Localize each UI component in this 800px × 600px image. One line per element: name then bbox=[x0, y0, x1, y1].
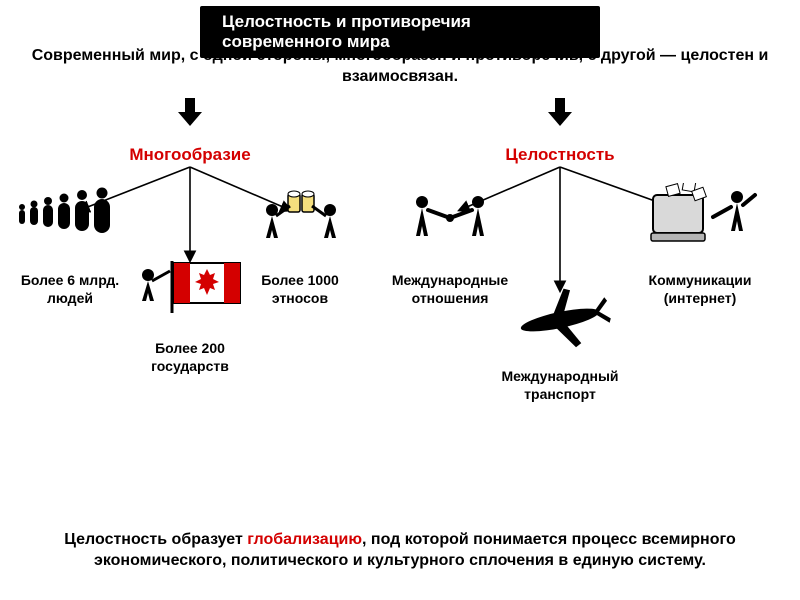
people-icon bbox=[14, 187, 114, 242]
section-label-diversity: Многообразие bbox=[110, 145, 270, 165]
node-relations-label: Международныеотношения bbox=[375, 272, 525, 307]
footer-accent: глобализацию bbox=[247, 531, 362, 548]
node-transport-label: Международныйтранспорт bbox=[480, 368, 640, 403]
node-people-label: Более 6 млрд.людей bbox=[10, 272, 130, 307]
node-comms-label: Коммуникации(интернет) bbox=[625, 272, 775, 307]
node-states-label: Более 200государств bbox=[120, 340, 260, 375]
computer-icon bbox=[635, 183, 765, 258]
section-label-integrity: Целостность bbox=[480, 145, 640, 165]
footer-text: Целостность образует глобализацию, под к… bbox=[40, 529, 760, 572]
node-ethnos-label: Более 1000этносов bbox=[240, 272, 360, 307]
handshake-icon bbox=[400, 188, 500, 253]
cheers-icon bbox=[250, 188, 350, 253]
footer-prefix: Целостность образует bbox=[64, 531, 247, 548]
subtitle-text: Современный мир, с одной стороны, многоо… bbox=[28, 46, 772, 88]
flag-icon bbox=[130, 255, 250, 330]
